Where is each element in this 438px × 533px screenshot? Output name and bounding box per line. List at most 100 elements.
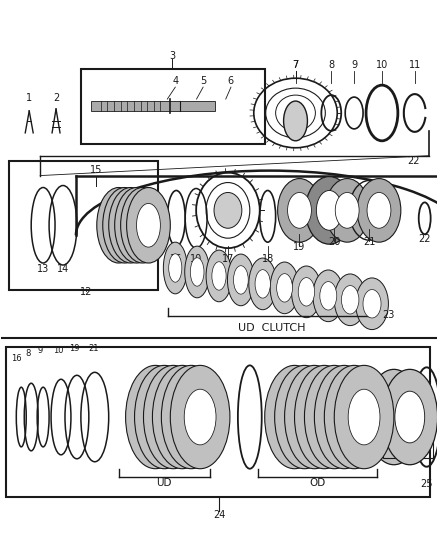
Ellipse shape: [131, 204, 155, 247]
Text: 18: 18: [261, 254, 274, 264]
Text: 23: 23: [383, 310, 395, 320]
Ellipse shape: [316, 190, 342, 230]
Ellipse shape: [305, 176, 353, 244]
Ellipse shape: [270, 262, 299, 314]
Text: 9: 9: [351, 60, 357, 70]
Text: 12: 12: [80, 287, 92, 297]
Ellipse shape: [115, 188, 159, 263]
Ellipse shape: [338, 389, 370, 445]
Ellipse shape: [265, 365, 324, 469]
Ellipse shape: [320, 281, 337, 310]
Text: 9: 9: [38, 346, 43, 356]
Text: 13: 13: [37, 264, 49, 274]
Ellipse shape: [148, 389, 180, 445]
Text: 6: 6: [228, 76, 234, 86]
Ellipse shape: [249, 258, 277, 310]
Text: 22: 22: [407, 156, 420, 166]
Ellipse shape: [144, 365, 203, 469]
Ellipse shape: [255, 270, 270, 298]
Ellipse shape: [97, 188, 141, 263]
Ellipse shape: [341, 286, 359, 314]
Ellipse shape: [214, 192, 242, 228]
Ellipse shape: [379, 391, 409, 443]
Ellipse shape: [109, 188, 152, 263]
Ellipse shape: [212, 262, 226, 290]
Ellipse shape: [166, 389, 198, 445]
Ellipse shape: [161, 365, 221, 469]
Ellipse shape: [298, 389, 330, 445]
Ellipse shape: [289, 389, 320, 445]
Text: 4: 4: [172, 76, 178, 86]
Ellipse shape: [298, 278, 314, 306]
Text: 1: 1: [26, 93, 32, 103]
Ellipse shape: [184, 389, 216, 445]
Ellipse shape: [137, 204, 160, 247]
Ellipse shape: [126, 365, 185, 469]
Text: 15: 15: [90, 165, 102, 175]
Text: 8: 8: [25, 350, 31, 358]
Text: 20: 20: [328, 237, 340, 247]
Ellipse shape: [185, 246, 209, 298]
Ellipse shape: [367, 192, 391, 228]
Text: 11: 11: [409, 60, 421, 70]
Ellipse shape: [152, 365, 212, 469]
Ellipse shape: [308, 389, 340, 445]
Ellipse shape: [113, 204, 137, 247]
Text: 16: 16: [11, 354, 21, 364]
Text: 10: 10: [376, 60, 388, 70]
Text: 19: 19: [293, 242, 306, 252]
Ellipse shape: [279, 389, 311, 445]
Text: 10: 10: [190, 254, 202, 264]
Ellipse shape: [190, 258, 204, 286]
Ellipse shape: [277, 273, 293, 302]
Text: 24: 24: [213, 511, 225, 520]
Ellipse shape: [124, 204, 148, 247]
Ellipse shape: [292, 266, 321, 318]
Ellipse shape: [395, 391, 425, 443]
Text: 21: 21: [363, 237, 375, 247]
FancyArrow shape: [91, 101, 215, 111]
Ellipse shape: [163, 242, 187, 294]
Text: 14: 14: [57, 264, 69, 274]
Ellipse shape: [227, 254, 254, 306]
Text: UD  CLUTCH: UD CLUTCH: [238, 322, 305, 333]
Ellipse shape: [356, 278, 389, 329]
Text: UD: UD: [157, 478, 172, 488]
Text: 21: 21: [88, 344, 99, 353]
Text: 22: 22: [418, 234, 431, 244]
Ellipse shape: [294, 365, 354, 469]
Ellipse shape: [357, 179, 401, 242]
Ellipse shape: [103, 188, 146, 263]
Ellipse shape: [318, 389, 350, 445]
Ellipse shape: [120, 188, 164, 263]
Text: 8: 8: [328, 60, 334, 70]
Ellipse shape: [127, 188, 170, 263]
Text: REVERSE: REVERSE: [389, 445, 426, 451]
Text: 19: 19: [69, 344, 79, 353]
Ellipse shape: [170, 365, 230, 469]
Text: 25: 25: [420, 479, 433, 489]
Ellipse shape: [328, 389, 360, 445]
Ellipse shape: [140, 389, 171, 445]
Ellipse shape: [382, 369, 438, 465]
Text: OD: OD: [309, 478, 325, 488]
Ellipse shape: [107, 204, 131, 247]
Ellipse shape: [119, 204, 142, 247]
Ellipse shape: [175, 389, 207, 445]
Ellipse shape: [288, 192, 311, 228]
Ellipse shape: [278, 179, 321, 242]
Ellipse shape: [169, 254, 182, 282]
Ellipse shape: [206, 250, 232, 302]
Ellipse shape: [324, 365, 384, 469]
Text: 10: 10: [53, 346, 63, 356]
Ellipse shape: [275, 365, 334, 469]
Ellipse shape: [334, 365, 394, 469]
Text: 7: 7: [293, 60, 299, 70]
Ellipse shape: [283, 101, 307, 141]
Ellipse shape: [335, 192, 359, 228]
Text: 17: 17: [222, 254, 234, 264]
Ellipse shape: [157, 389, 189, 445]
Text: 2: 2: [53, 93, 59, 103]
Ellipse shape: [134, 365, 194, 469]
Ellipse shape: [233, 266, 248, 294]
